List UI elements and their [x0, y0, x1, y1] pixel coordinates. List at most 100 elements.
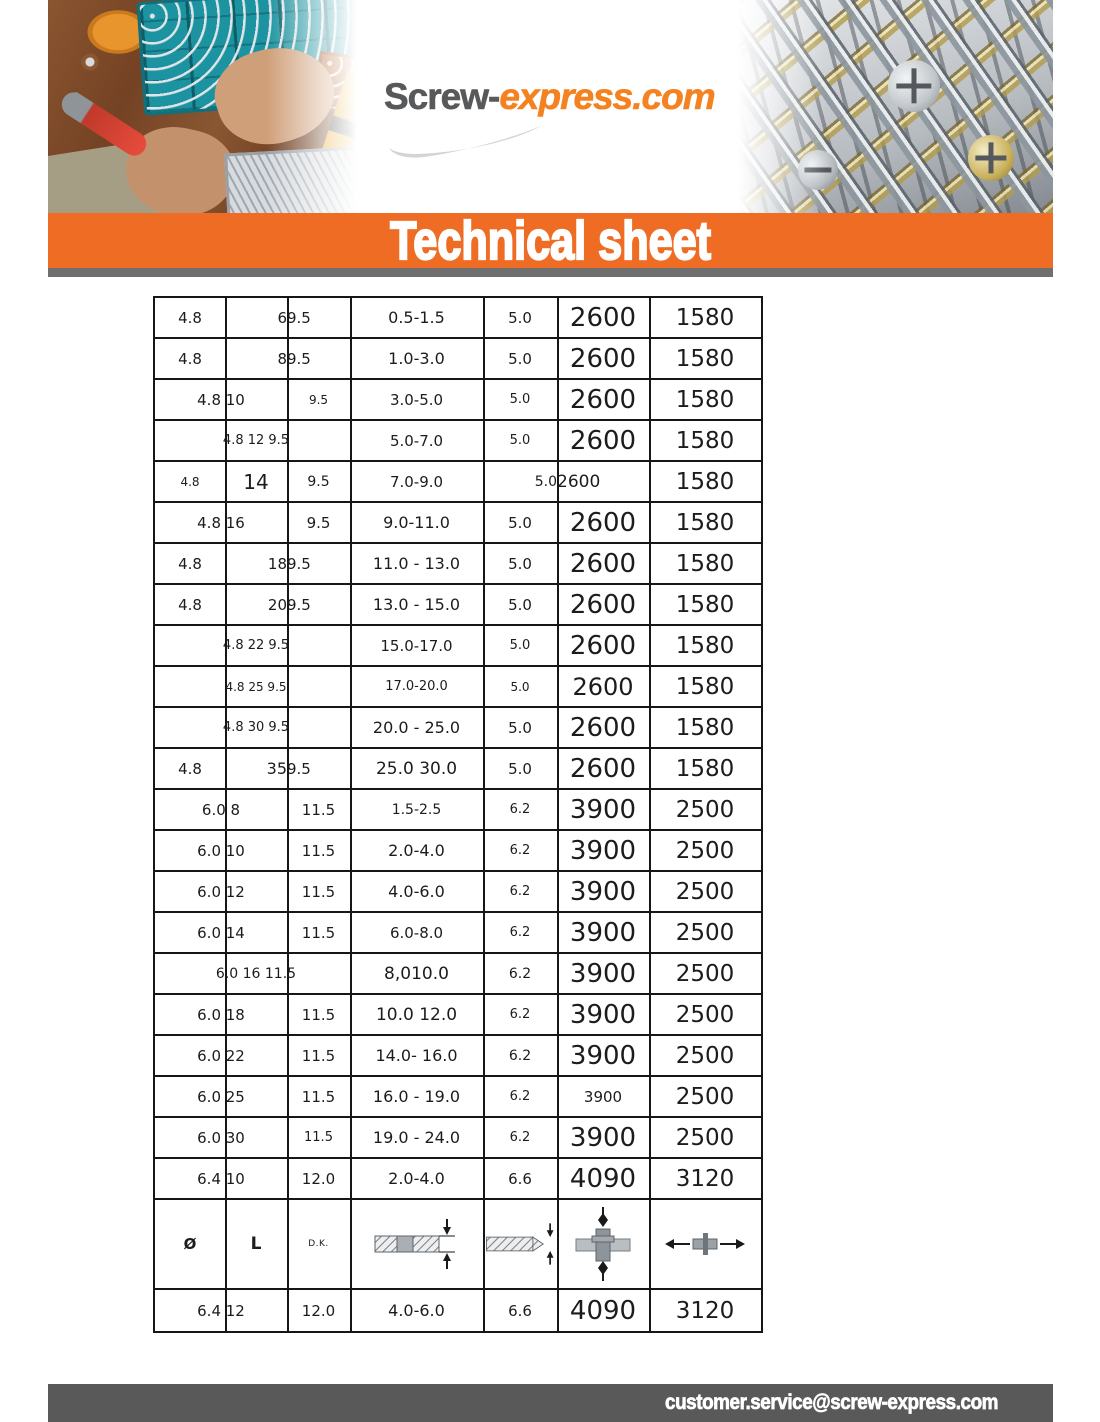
- table-grid-line: [350, 1159, 352, 1198]
- table-grid-line: [557, 544, 559, 583]
- table-grid-line: [287, 954, 289, 993]
- table-cell: 1580: [675, 386, 735, 413]
- table-grid-line: [225, 544, 227, 583]
- table-grid-line: [350, 1077, 352, 1116]
- table-cell: 1580: [675, 591, 735, 618]
- table-cell: 6.0-8.0: [389, 923, 444, 942]
- table-cell: 16.0 - 19.0: [372, 1087, 461, 1106]
- table-grid-line: [225, 790, 227, 829]
- table-cell: 4.8: [178, 554, 202, 573]
- table-grid-line: [225, 339, 227, 378]
- table-grid-line: [225, 1036, 227, 1075]
- table-cell: 1580: [675, 345, 735, 372]
- table-grid-line: [225, 585, 227, 624]
- table-row: 6.0 8 11.5 1.5-2.5 6.2 3900 2500: [155, 790, 761, 831]
- table-cell: 2600: [572, 672, 634, 701]
- table-cell: 1580: [675, 714, 735, 741]
- table-grid-line: [225, 708, 227, 747]
- table-cell: 4.8 10: [197, 390, 245, 409]
- table-cell: 6.0 12: [197, 882, 245, 901]
- table-cell: 6.0 22: [197, 1046, 245, 1065]
- table-grid-line: [649, 380, 651, 419]
- table-grid-line: [557, 1290, 559, 1331]
- table-grid-line: [287, 503, 289, 542]
- table-cell: 4.0-6.0: [388, 1301, 445, 1320]
- table-cell: 6.6: [508, 1301, 532, 1320]
- table-grid-line: [483, 831, 485, 870]
- table-grid-line: [350, 626, 352, 665]
- table-cell: 6.2: [508, 965, 532, 982]
- table-grid-line: [649, 913, 651, 952]
- table-cell: 4.8 25 9.5: [225, 679, 287, 694]
- table-grid-line: [225, 380, 227, 419]
- table-row: 4.8 35 9.5 25.0 30.0 5.0 2600 1580: [155, 749, 761, 790]
- table-cell: 6.2: [509, 1130, 531, 1145]
- table-grid-line: [557, 1036, 559, 1075]
- table-cell: 5.0: [509, 433, 531, 448]
- table-cell: 0.5-1.5: [388, 308, 445, 327]
- table-grid-line: [649, 1077, 651, 1116]
- table-cell: 4.8 12 9.5: [222, 433, 290, 448]
- table-cell: 3900: [569, 794, 637, 825]
- table-cell: 3900: [569, 1040, 637, 1071]
- table-cell: 1580: [675, 673, 735, 700]
- table-row: 6.0 16 11.5 8,010.0 6.2 3900 2500: [155, 954, 761, 995]
- table-cell: 3900: [569, 876, 637, 907]
- table-cell: D.K.: [308, 1239, 329, 1249]
- table-grid-line: [287, 421, 289, 460]
- table-cell: 5.0: [510, 679, 530, 694]
- table-grid-line: [483, 585, 485, 624]
- table-cell: 8,010.0: [384, 963, 449, 984]
- table-grid-line: [649, 1290, 651, 1331]
- table-grid-line: [483, 1077, 485, 1116]
- table-grid-line: [225, 831, 227, 870]
- table-grid-line: [649, 544, 651, 583]
- table-row: 4.8 25 9.5 17.0-20.0 5.0 2600 1580: [155, 667, 761, 708]
- table-grid-line: [649, 1200, 651, 1288]
- table-grid-line: [649, 503, 651, 542]
- table-cell: 3900: [569, 958, 637, 989]
- table-grid-line: [350, 1036, 352, 1075]
- table-grid-line: [350, 380, 352, 419]
- table-grid-line: [649, 339, 651, 378]
- table-grid-line: [483, 790, 485, 829]
- table-grid-line: [225, 1118, 227, 1157]
- table-cell: 4090: [569, 1163, 637, 1194]
- table-row: 4.8 12 9.5 5.0-7.0 5.0 2600 1580: [155, 421, 761, 462]
- table-cell: 11.5: [304, 1130, 333, 1145]
- table-grid-line: [225, 1159, 227, 1198]
- table-grid-line: [557, 708, 559, 747]
- table-grid-line: [287, 380, 289, 419]
- table-cell: 1580: [675, 550, 735, 577]
- table-cell: L: [250, 1234, 262, 1254]
- table-cell: 2500: [675, 919, 735, 946]
- table-cell: 14: [243, 469, 269, 494]
- table-grid-line: [350, 749, 352, 788]
- table-cell: 6.0 16 11.5: [215, 965, 297, 982]
- table-cell: 4.8 22 9.5: [222, 638, 290, 653]
- table-cell: 1.5-2.5: [391, 801, 442, 818]
- table-grid-line: [649, 421, 651, 460]
- table-grid-line: [557, 872, 559, 911]
- photo-fade: [738, 0, 1053, 213]
- table-cell: 11.5: [301, 841, 336, 860]
- table-cell: 9.5: [287, 308, 311, 327]
- table-grid-line: [649, 995, 651, 1034]
- table-grid-line: [350, 503, 352, 542]
- page-title: Technical sheet: [389, 209, 712, 271]
- shear-diagram-icon: [649, 1200, 761, 1288]
- table-cell: 4.8: [178, 308, 202, 327]
- table-cell: 5.0: [509, 392, 531, 407]
- table-cell: 1580: [675, 304, 735, 331]
- table-row: 6.0 14 11.5 6.0-8.0 6.2 3900 2500: [155, 913, 761, 954]
- table-cell: 13.0 - 15.0: [372, 595, 461, 614]
- table-cell: 1580: [675, 468, 735, 495]
- table-grid-line: [225, 421, 227, 460]
- table-cell: 12.0: [301, 1169, 336, 1188]
- table-cell: 9.5: [307, 473, 330, 490]
- table-row: 6.4 12 12.0 4.0-6.0 6.6 4090 3120: [155, 1290, 761, 1331]
- table-cell: 2600: [569, 630, 637, 661]
- table-grid-line: [287, 585, 289, 624]
- table-cell: 4090: [569, 1295, 637, 1326]
- table-cell: 7.0-9.0: [389, 472, 444, 491]
